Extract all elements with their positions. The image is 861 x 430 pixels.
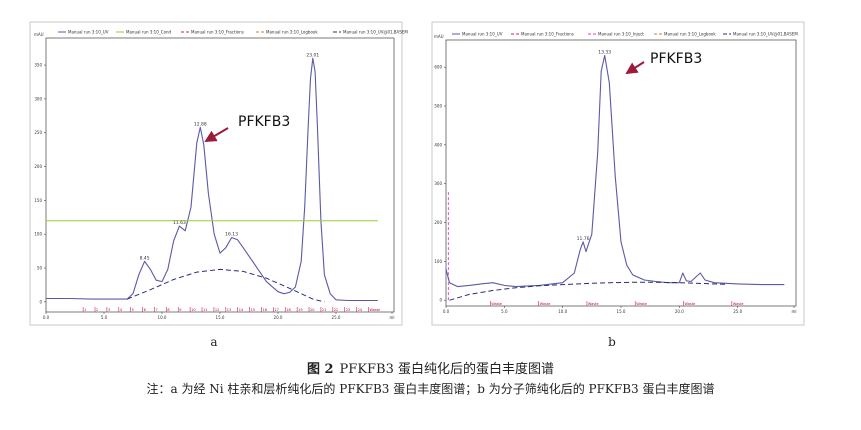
x-tick-label: 0.0 <box>43 315 50 320</box>
y-tick-label: 0 <box>439 298 442 303</box>
x-tick-label: ml <box>389 315 394 320</box>
y-tick-label: 50 <box>37 266 43 271</box>
fraction-label: 15 <box>251 308 255 312</box>
y-tick-label: 100 <box>34 232 42 237</box>
legend-entry: Manual run 3:10_UV@01,BASEM <box>733 32 798 37</box>
panel-a-plot-area <box>45 37 395 313</box>
x-tick-label: 15.0 <box>216 315 225 320</box>
legend-entry: Manual run 3:10_UV@01,BASEM <box>343 30 408 35</box>
fraction-label: Waste <box>636 302 647 306</box>
y-tick-label: 100 <box>434 259 442 264</box>
fraction-label: 6 <box>144 308 146 312</box>
x-tick-label: 10.0 <box>558 309 567 314</box>
x-tick-label: ml <box>791 309 796 314</box>
x-tick-label: 20.0 <box>274 315 283 320</box>
caption-title: PFKFB3 蛋白纯化后的蛋白丰度图谱 <box>339 362 555 377</box>
fraction-label: 8 <box>167 308 169 312</box>
panel-b-plot-area <box>445 39 797 307</box>
y-tick-label: 300 <box>434 181 442 186</box>
legend-entry: Manual run 3:10_Fractions <box>191 30 244 35</box>
legend-entry: Manual run 3:10_Inject <box>598 32 644 37</box>
fraction-label: 2 <box>96 308 98 312</box>
peak-label: 11.63 <box>173 220 186 226</box>
y-tick-label: 500 <box>434 104 442 109</box>
x-tick-label: 25.0 <box>733 309 742 314</box>
legend-entry: Manual run 3:10_Fractions <box>521 32 574 37</box>
fraction-label: 7 <box>155 308 157 312</box>
fraction-label: 17 <box>274 308 278 312</box>
fraction-label: 9 <box>179 308 181 312</box>
peak-label: 12.88 <box>194 121 207 127</box>
annotation-label: PFKFB3 <box>238 114 290 130</box>
figure-caption: 图 2 PFKFB3 蛋白纯化后的蛋白丰度图谱 注：a 为经 Ni 柱亲和层析纯化… <box>0 360 861 398</box>
peak-label: 13.33 <box>598 50 611 56</box>
y-tick-label: 600 <box>434 65 442 70</box>
legend-entry: Manual run 3:10_Logbook <box>664 32 716 37</box>
peak-label: 16.13 <box>225 232 238 238</box>
fraction-label: 23 <box>346 308 350 312</box>
x-tick-label: 10.0 <box>158 315 167 320</box>
peak-label: 8.45 <box>140 255 150 261</box>
peak-label: 11.76 <box>577 236 590 242</box>
panel-label: a <box>210 335 217 349</box>
y-tick-label: 350 <box>34 63 42 68</box>
y-tick-label: 150 <box>34 198 42 203</box>
peak-label: 23.01 <box>306 52 319 58</box>
fraction-label: 21 <box>322 308 326 312</box>
x-tick-label: 5.0 <box>101 315 108 320</box>
legend-entry: Manual run 3:10_UV <box>68 30 109 35</box>
legend-entry: Manual run 3:10_Logbook <box>266 30 318 35</box>
fraction-label: 3 <box>108 308 110 312</box>
fraction-label: 4 <box>120 308 123 312</box>
fraction-label: 18 <box>286 308 290 312</box>
panel-a-y-unit: mAU <box>34 32 44 37</box>
fraction-label: 12 <box>215 308 219 312</box>
annotation-arrow <box>204 127 229 143</box>
fraction-label: 16 <box>262 308 266 312</box>
fraction-label: 10 <box>191 308 195 312</box>
y-tick-label: 400 <box>434 142 442 147</box>
y-tick-label: 200 <box>34 164 42 169</box>
caption-note: 注：a 为经 Ni 柱亲和层析纯化后的 PFKFB3 蛋白丰度图谱；b 为分子筛… <box>146 382 715 396</box>
fraction-label: 20 <box>310 308 314 312</box>
fraction-label: 24 <box>358 308 363 312</box>
figure-number: 图 2 <box>306 362 334 377</box>
fraction-label: 1 <box>84 308 86 312</box>
x-tick-label: 0.0 <box>443 309 450 314</box>
y-tick-label: 250 <box>34 130 42 135</box>
panel-b: mAU 0 100 200 300 400 500 600 0.0 5.0 10.0 15.0 20.0… <box>431 21 805 349</box>
x-tick-label: 20.0 <box>675 309 684 314</box>
panel-b-y-unit: mAU <box>434 34 444 39</box>
panel-a: mAU 0 50 100 150 200 250 300 350 0.0 5.0 10.0 15.0 20… <box>29 21 408 349</box>
x-tick-label: 25.0 <box>332 315 341 320</box>
fraction-label: Waste <box>540 302 551 306</box>
fraction-label: Waste <box>491 302 502 306</box>
caption-title-line: 图 2 PFKFB3 蛋白纯化后的蛋白丰度图谱 <box>0 360 861 380</box>
fraction-label: 11 <box>203 308 207 312</box>
x-tick-label: 5.0 <box>501 309 508 314</box>
fraction-label: Waste <box>588 302 599 306</box>
y-tick-label: 0 <box>39 299 42 304</box>
y-tick-label: 200 <box>434 220 442 225</box>
fraction-label: Waste <box>369 308 380 312</box>
y-tick-label: 300 <box>34 96 42 101</box>
x-tick-label: 15.0 <box>617 309 626 314</box>
fraction-label: Waste <box>733 302 744 306</box>
fraction-label: 22 <box>334 308 338 312</box>
fraction-label: 14 <box>239 308 244 312</box>
fraction-label: Waste <box>685 302 696 306</box>
annotation-label: PFKFB3 <box>650 51 702 67</box>
legend-entry: Manual run 3:10_UV <box>462 32 503 37</box>
panel-label: b <box>608 335 616 349</box>
fraction-label: 19 <box>298 308 302 312</box>
legend-entry: Manual run 3:10_Cond <box>126 30 172 35</box>
annotation-arrow <box>625 61 645 75</box>
fraction-label: 5 <box>132 308 134 312</box>
fraction-label: 13 <box>227 308 231 312</box>
